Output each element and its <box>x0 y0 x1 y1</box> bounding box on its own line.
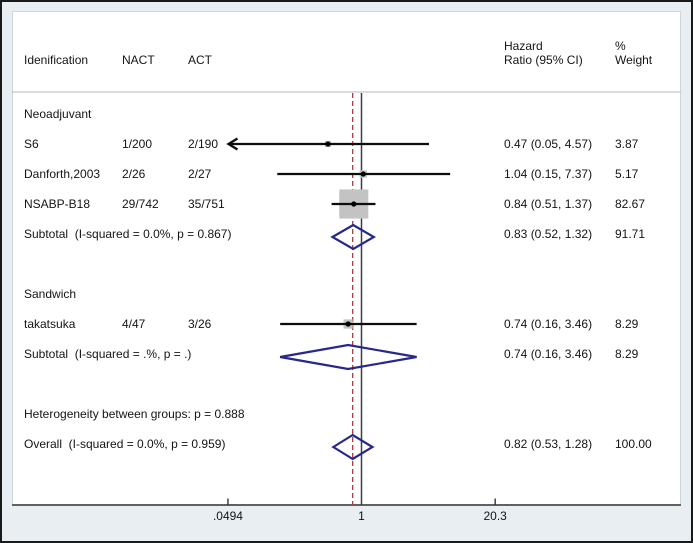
group-label: Sandwich <box>24 287 77 301</box>
axis-tick-label: .0494 <box>212 509 243 523</box>
study-weight-value: 5.17 <box>615 167 639 181</box>
overall-weight-value: 100.00 <box>615 437 652 451</box>
study-hr-ci-value: 0.74 (0.16, 3.46) <box>504 317 593 331</box>
axis-tick-label: 20.3 <box>483 509 507 523</box>
subtotal-weight-value: 8.29 <box>615 347 639 361</box>
axis-tick-label: 1 <box>358 509 365 523</box>
study-nact-value: 2/26 <box>122 167 146 181</box>
col-header-act: ACT <box>188 53 212 67</box>
study-act-value: 2/27 <box>188 167 212 181</box>
col-header-hazard-ratio-line2: Ratio (95% CI) <box>504 53 583 67</box>
overall-hr-ci-value: 0.82 (0.53, 1.28) <box>504 437 593 451</box>
study-nact-value: 1/200 <box>122 137 153 151</box>
overall-label: Overall (I-squared = 0.0%, p = 0.959) <box>24 437 226 451</box>
study-act-value: 2/190 <box>188 137 219 151</box>
study-weight-value: 82.67 <box>615 197 646 211</box>
subtotal-label: Subtotal (I-squared = .%, p = .) <box>24 347 192 361</box>
subtotal-hr-ci-value: 0.83 (0.52, 1.32) <box>504 227 593 241</box>
plot-panel <box>12 11 681 504</box>
col-header-hazard-ratio-line1: Hazard <box>504 39 543 53</box>
group-label: Neoadjuvant <box>24 107 92 121</box>
col-header-nact: NACT <box>122 53 155 67</box>
study-hr-ci-value: 1.04 (0.15, 7.37) <box>504 167 593 181</box>
col-header-weight-line2: Weight <box>615 53 653 67</box>
subtotal-hr-ci-value: 0.74 (0.16, 3.46) <box>504 347 593 361</box>
study-row-label: takatsuka <box>24 317 76 331</box>
heterogeneity-note: Heterogeneity between groups: p = 0.888 <box>24 407 245 421</box>
study-nact-value: 29/742 <box>122 197 159 211</box>
col-header-weight-line1: % <box>615 39 626 53</box>
study-row-label: S6 <box>24 137 39 151</box>
study-nact-value: 4/47 <box>122 317 146 331</box>
study-row-label: NSABP-B18 <box>24 197 91 211</box>
study-row-label: Danforth,2003 <box>24 167 101 181</box>
study-hr-ci-value: 0.47 (0.05, 4.57) <box>504 137 593 151</box>
study-weight-value: 3.87 <box>615 137 639 151</box>
study-weight-value: 8.29 <box>615 317 639 331</box>
study-hr-ci-value: 0.84 (0.51, 1.37) <box>504 197 593 211</box>
col-header-identification: Idenification <box>24 53 89 67</box>
subtotal-label: Subtotal (I-squared = 0.0%, p = 0.867) <box>24 227 232 241</box>
study-act-value: 3/26 <box>188 317 212 331</box>
subtotal-weight-value: 91.71 <box>615 227 646 241</box>
study-act-value: 35/751 <box>188 197 225 211</box>
